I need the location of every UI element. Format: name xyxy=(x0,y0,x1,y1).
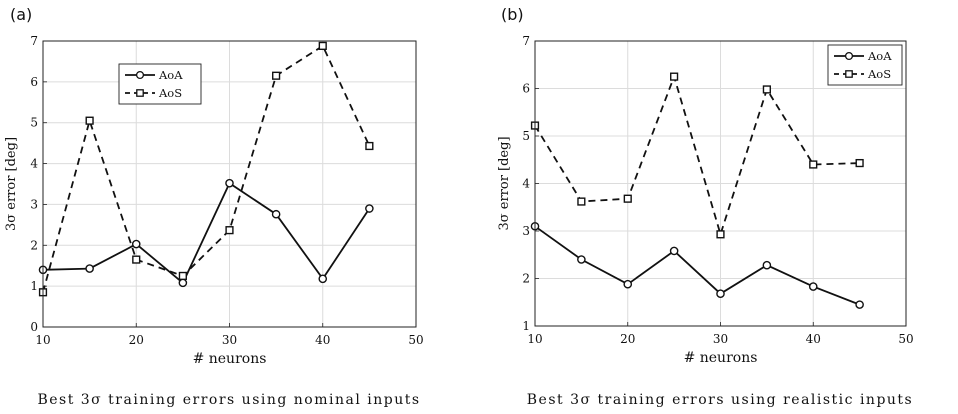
y-tick-label: 6 xyxy=(30,75,38,89)
x-tick-label: 40 xyxy=(315,333,330,347)
legend: AoA AoS xyxy=(827,44,903,86)
data-point-aoa xyxy=(225,178,234,188)
data-point-aoa xyxy=(365,204,374,213)
legend-box xyxy=(827,44,903,86)
legend-label-aoa: AoA xyxy=(867,49,892,63)
data-point-aos xyxy=(716,230,725,239)
legend-box xyxy=(118,63,202,105)
x-tick-label: 50 xyxy=(898,332,913,346)
data-point-aos xyxy=(85,116,94,125)
data-point-aos xyxy=(577,197,586,206)
data-point-aoa xyxy=(716,289,725,299)
axes-box xyxy=(534,40,907,327)
series-line-aoa xyxy=(534,225,860,306)
x-tick-label: 10 xyxy=(527,332,542,346)
data-point-aos xyxy=(762,85,771,94)
x-tick-label: 30 xyxy=(713,332,728,346)
x-tick-label: 40 xyxy=(806,332,821,346)
data-point-aoa xyxy=(271,209,281,219)
y-tick-label: 6 xyxy=(522,82,530,96)
data-point-aoa xyxy=(808,282,818,291)
data-point-aos xyxy=(318,41,327,51)
y-axis-label: 3σ error [deg] xyxy=(4,137,19,231)
legend-marker-aoa xyxy=(135,70,145,80)
data-point-aoa xyxy=(855,300,864,309)
y-tick-label: 7 xyxy=(30,34,38,48)
figure-caption: Best 3σ training errors using nominal in… xyxy=(37,392,420,408)
data-point-aoa xyxy=(85,264,94,273)
data-point-aoa xyxy=(577,255,586,264)
data-point-aos xyxy=(809,160,818,169)
panel-label: (a) xyxy=(10,5,32,24)
y-tick-label: 2 xyxy=(522,272,530,286)
x-tick-label: 20 xyxy=(129,333,144,347)
series-line-aos xyxy=(534,73,860,238)
data-point-aos xyxy=(272,71,281,80)
legend: AoA AoS xyxy=(118,63,202,105)
y-tick-label: 3 xyxy=(522,224,530,238)
axes-box xyxy=(42,40,417,328)
y-axis-label: 3σ error [deg] xyxy=(497,136,512,230)
x-axis-label: # neurons xyxy=(684,350,758,366)
y-tick-label: 0 xyxy=(30,320,38,334)
legend-marker-aos xyxy=(845,70,853,78)
data-point-aos xyxy=(855,158,864,168)
data-point-aoa xyxy=(131,239,141,249)
x-tick-label: 10 xyxy=(35,333,50,347)
legend-marker-aoa xyxy=(844,51,854,61)
data-point-aoa xyxy=(318,274,328,284)
series-line-aoa xyxy=(42,181,371,285)
chart-panel-b: (b) 10 20 30 40 50 1 2 3 4 5 6 7 AoA AoS # neurons 3σ er… xyxy=(497,5,914,408)
data-point-aoa xyxy=(178,278,188,288)
y-tick-label: 3 xyxy=(30,197,38,211)
legend-label-aos: AoS xyxy=(867,67,891,81)
x-tick-label: 20 xyxy=(620,332,635,346)
legend-label-aos: AoS xyxy=(158,86,182,100)
data-point-aos xyxy=(670,72,679,81)
x-axis-label: # neurons xyxy=(193,351,267,367)
y-tick-label: 4 xyxy=(522,177,530,191)
figure-caption: Best 3σ training errors using realistic … xyxy=(527,392,914,408)
data-point-aos xyxy=(178,271,187,281)
legend-label-aoa: AoA xyxy=(158,68,183,82)
y-tick-label: 2 xyxy=(30,238,38,252)
y-tick-label: 5 xyxy=(522,129,530,143)
y-tick-label: 7 xyxy=(522,34,530,48)
chart-panel-a: (a) 10 20 30 40 50 0 1 2 3 4 5 6 7 AoA AoS # neurons 3σ e… xyxy=(4,5,424,408)
data-point-aos xyxy=(623,194,632,203)
data-point-aos xyxy=(225,226,234,235)
data-point-aos xyxy=(132,255,141,264)
data-point-aoa xyxy=(669,246,679,256)
panel-label: (b) xyxy=(501,5,524,24)
data-point-aoa xyxy=(623,279,633,289)
x-tick-label: 50 xyxy=(408,333,423,347)
y-tick-label: 1 xyxy=(522,319,530,333)
y-tick-label: 4 xyxy=(30,157,38,171)
x-tick-label: 30 xyxy=(222,333,237,347)
legend-marker-aos xyxy=(136,89,144,97)
y-tick-label: 5 xyxy=(30,116,38,130)
data-point-aos xyxy=(365,141,374,151)
data-point-aoa xyxy=(762,260,772,270)
y-tick-label: 1 xyxy=(30,279,38,293)
